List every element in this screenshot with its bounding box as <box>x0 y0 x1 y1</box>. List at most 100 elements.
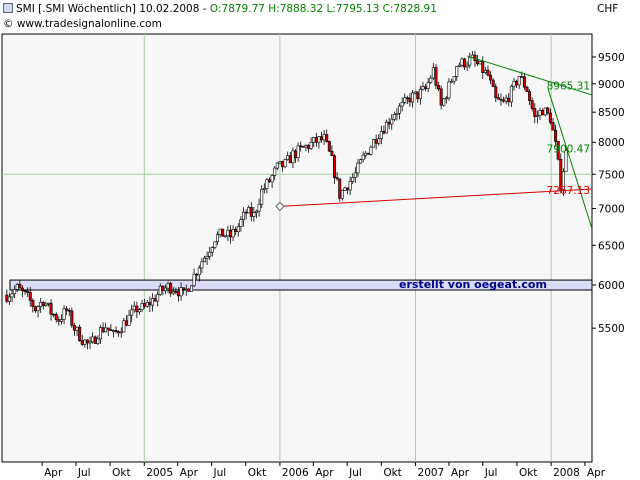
candle <box>465 61 469 71</box>
candle-body <box>424 86 428 89</box>
candle-body <box>41 301 45 306</box>
candle-body <box>215 234 219 243</box>
candle <box>400 97 404 112</box>
candle-body <box>405 97 409 99</box>
candle-body <box>143 303 147 307</box>
trendline <box>547 89 593 229</box>
candle-body <box>145 302 149 307</box>
candle <box>533 103 537 124</box>
candle <box>434 64 438 90</box>
candle-body <box>135 305 139 313</box>
candle-body <box>72 325 76 331</box>
candle <box>59 314 63 325</box>
candle <box>554 124 558 147</box>
candle-body <box>275 162 279 169</box>
candle <box>200 257 204 274</box>
candle-body <box>83 339 87 345</box>
candle <box>96 335 100 346</box>
candle-body <box>262 188 266 190</box>
candle <box>447 78 451 101</box>
candle-body <box>257 203 261 212</box>
candle-body <box>463 58 467 68</box>
candle-body <box>169 283 173 294</box>
x-tick-label: Jul <box>213 467 227 479</box>
candle <box>210 246 214 257</box>
candle-body <box>296 145 300 159</box>
trendlines-layer: 8965.31 7900.47 7267.13 <box>275 55 593 229</box>
candle-body <box>340 190 344 199</box>
candle-body <box>418 88 422 100</box>
candle-body <box>223 235 227 238</box>
candle-body <box>369 146 373 155</box>
candle-body <box>398 105 402 114</box>
candle <box>215 231 219 246</box>
candle-body <box>286 155 290 160</box>
candle-body <box>528 91 532 101</box>
candle <box>348 176 352 196</box>
axis-layer: 5500 6000 6500 7000 7500 8000 8500 9000 9500 Apr J… <box>41 52 625 479</box>
candle-body <box>431 67 435 79</box>
candle <box>119 327 123 338</box>
candle <box>169 281 173 297</box>
candle-body <box>333 155 337 178</box>
x-tick-label: Jul <box>484 467 498 479</box>
candle <box>163 284 167 295</box>
chart-header: SMI [.SMI Wöchentlich] 10.02.2008 - O:78… <box>3 3 437 15</box>
candle <box>88 336 92 350</box>
candle <box>93 335 97 344</box>
candle-body <box>426 82 430 89</box>
candle <box>255 209 259 219</box>
candle-body <box>153 298 157 302</box>
candle-body <box>551 122 555 131</box>
candle-body <box>7 296 11 302</box>
candle-body <box>351 177 355 182</box>
candle <box>522 73 526 91</box>
candle-body <box>520 76 524 78</box>
candle-body <box>348 181 352 191</box>
candle-body <box>437 85 441 90</box>
candle-body <box>413 91 417 94</box>
candle <box>548 108 552 125</box>
candle-body <box>231 228 235 238</box>
candle-body <box>62 308 66 320</box>
candle-body <box>18 284 22 289</box>
y-tick-label: 8500 <box>598 107 625 119</box>
x-tick-label: Apr <box>44 467 63 479</box>
candle-body <box>36 306 40 312</box>
ohlc-readout: O:7879.77 H:7888.32 L:7795.13 C:7828.91 <box>209 3 437 15</box>
candle-body <box>137 309 141 313</box>
candle-body <box>156 294 160 302</box>
candle-body <box>379 130 383 140</box>
candle-body <box>197 267 201 275</box>
candle-body <box>517 76 521 86</box>
x-tick-label: 2005 <box>146 467 173 479</box>
candle-body <box>283 159 287 168</box>
candle-body <box>442 98 446 106</box>
candle <box>561 168 565 196</box>
candle-body <box>255 210 259 214</box>
candle-body <box>385 121 389 134</box>
candle <box>333 154 337 185</box>
candle-body <box>504 97 508 102</box>
candle <box>486 65 490 77</box>
candle <box>283 158 287 169</box>
candle-body <box>20 287 24 291</box>
candle-body <box>208 251 212 257</box>
candle <box>109 324 113 332</box>
candle <box>444 95 448 104</box>
candle-body <box>447 81 451 99</box>
candle-body <box>408 97 412 103</box>
candle-body <box>294 150 298 159</box>
chart-type-icon <box>3 3 13 13</box>
candle-body <box>499 98 503 101</box>
candle-body <box>161 285 165 291</box>
candle-body <box>28 292 32 301</box>
candle-body <box>366 152 370 155</box>
candle-body <box>85 339 89 344</box>
candle <box>192 268 196 288</box>
candle <box>489 71 493 85</box>
trendline-label: 7267.13 <box>547 185 590 197</box>
candle <box>309 137 313 151</box>
candle <box>49 299 53 321</box>
candle-body <box>98 327 102 340</box>
